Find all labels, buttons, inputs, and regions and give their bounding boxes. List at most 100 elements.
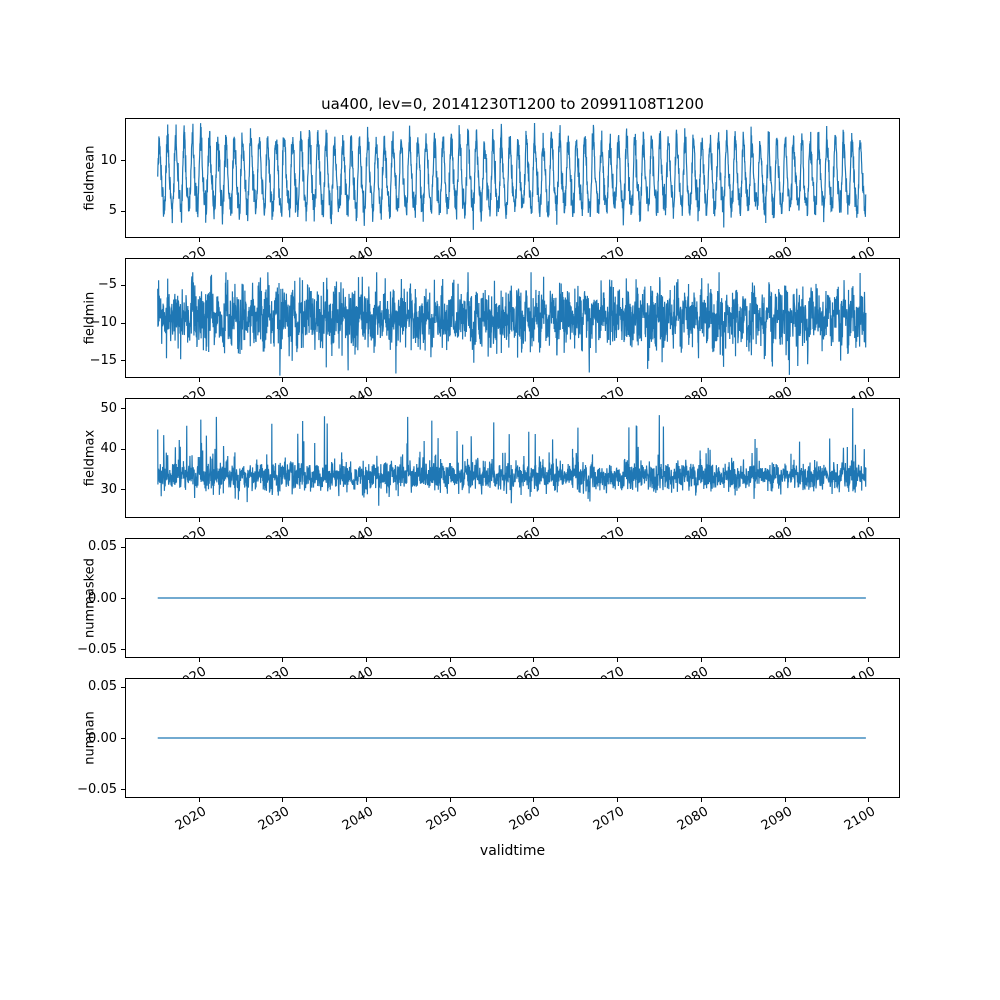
y-tick-mark [121, 547, 125, 548]
x-tick-mark [450, 518, 451, 522]
x-tick-mark [366, 518, 367, 522]
x-tick-label: 2050 [423, 804, 460, 834]
y-tick-mark [121, 489, 125, 490]
y-tick-label: −5 [97, 277, 117, 292]
y-tick-mark [121, 738, 125, 739]
y-tick-label: 0.00 [88, 591, 117, 606]
y-tick-mark [121, 323, 125, 324]
x-tick-mark [701, 238, 702, 242]
x-tick-mark [450, 378, 451, 382]
y-tick-mark [121, 285, 125, 286]
x-tick-mark [868, 518, 869, 522]
series-line [157, 272, 867, 376]
x-tick-mark [282, 798, 283, 802]
x-tick-mark [868, 798, 869, 802]
x-tick-mark [785, 658, 786, 662]
y-tick-label: −0.05 [77, 642, 117, 657]
y-tick-label: −10 [89, 315, 117, 330]
y-tick-mark [121, 449, 125, 450]
x-tick-mark [366, 378, 367, 382]
x-tick-mark [366, 238, 367, 242]
x-tick-mark [533, 378, 534, 382]
y-tick-label: 50 [100, 401, 117, 416]
x-tick-mark [282, 378, 283, 382]
y-tick-label: 0.05 [88, 679, 117, 694]
x-tick-mark [868, 658, 869, 662]
x-tick-mark [701, 658, 702, 662]
y-axis-label: fieldmax [82, 429, 98, 487]
subplot-fieldmin: fieldmin −15−10−520202030204020502060207… [0, 258, 1000, 414]
x-tick-mark [617, 378, 618, 382]
x-tick-mark [199, 518, 200, 522]
y-tick-mark [121, 598, 125, 599]
x-tick-mark [199, 798, 200, 802]
x-tick-mark [701, 518, 702, 522]
x-tick-mark [785, 518, 786, 522]
series-line [157, 122, 867, 230]
x-tick-mark [450, 798, 451, 802]
y-tick-label: 5 [108, 203, 117, 218]
x-tick-mark [533, 658, 534, 662]
x-tick-mark [785, 238, 786, 242]
plot-area [125, 118, 900, 238]
series-svg [157, 122, 867, 230]
series-svg [157, 597, 866, 599]
x-axis-label: validtime [479, 843, 546, 859]
series-line [157, 408, 867, 506]
x-tick-mark [199, 658, 200, 662]
x-tick-mark [868, 378, 869, 382]
x-tick-mark [868, 238, 869, 242]
y-tick-label: 10 [100, 153, 117, 168]
y-tick-mark [121, 408, 125, 409]
y-tick-mark [121, 360, 125, 361]
subplot-fieldmax: fieldmax 3040502020203020402050206020702… [0, 398, 1000, 554]
x-tick-mark [701, 798, 702, 802]
x-tick-mark [617, 798, 618, 802]
x-tick-mark [617, 518, 618, 522]
subplot-fieldmean: fieldmean 510202020302040205020602070208… [0, 118, 1000, 274]
y-tick-mark [121, 211, 125, 212]
y-tick-label: 0.00 [88, 731, 117, 746]
x-tick-mark [533, 518, 534, 522]
x-tick-mark [199, 238, 200, 242]
x-tick-label: 2090 [758, 804, 795, 834]
x-tick-mark [366, 658, 367, 662]
plot-area [125, 398, 900, 518]
y-tick-label: 0.05 [88, 539, 117, 554]
x-tick-label: 2030 [255, 804, 292, 834]
y-tick-label: 40 [100, 441, 117, 456]
x-tick-mark [282, 238, 283, 242]
x-tick-mark [785, 378, 786, 382]
x-tick-label: 2020 [172, 804, 209, 834]
series-svg [157, 737, 866, 739]
x-tick-label: 2070 [590, 804, 627, 834]
x-tick-mark [282, 518, 283, 522]
y-tick-mark [121, 649, 125, 650]
x-tick-mark [450, 238, 451, 242]
chart-title: ua400, lev=0, 20141230T1200 to 20991108T… [321, 95, 704, 113]
x-tick-mark [533, 798, 534, 802]
y-tick-mark [121, 789, 125, 790]
y-tick-mark [121, 687, 125, 688]
series-svg [157, 272, 867, 376]
x-tick-label: 2060 [506, 804, 543, 834]
subplot-numnan: numnan 0.05 0.00 −0.05 2020 2030 2040 2050 2060… [0, 678, 1000, 834]
x-tick-mark [450, 658, 451, 662]
x-tick-label: 2080 [674, 804, 711, 834]
y-tick-label: −0.05 [77, 782, 117, 797]
x-tick-mark [282, 658, 283, 662]
plot-area [125, 538, 900, 658]
x-tick-mark [617, 238, 618, 242]
x-tick-label: 2100 [841, 804, 878, 834]
series-svg [157, 408, 867, 506]
plot-area [125, 258, 900, 378]
x-tick-mark [533, 238, 534, 242]
y-tick-label: −15 [89, 353, 117, 368]
x-tick-mark [701, 378, 702, 382]
subplot-nummasked: nummasked 0.050.00−0.0520202030204020502… [0, 538, 1000, 694]
x-tick-mark [366, 798, 367, 802]
plot-area [125, 678, 900, 798]
y-tick-label: 30 [100, 482, 117, 497]
x-tick-mark [617, 658, 618, 662]
